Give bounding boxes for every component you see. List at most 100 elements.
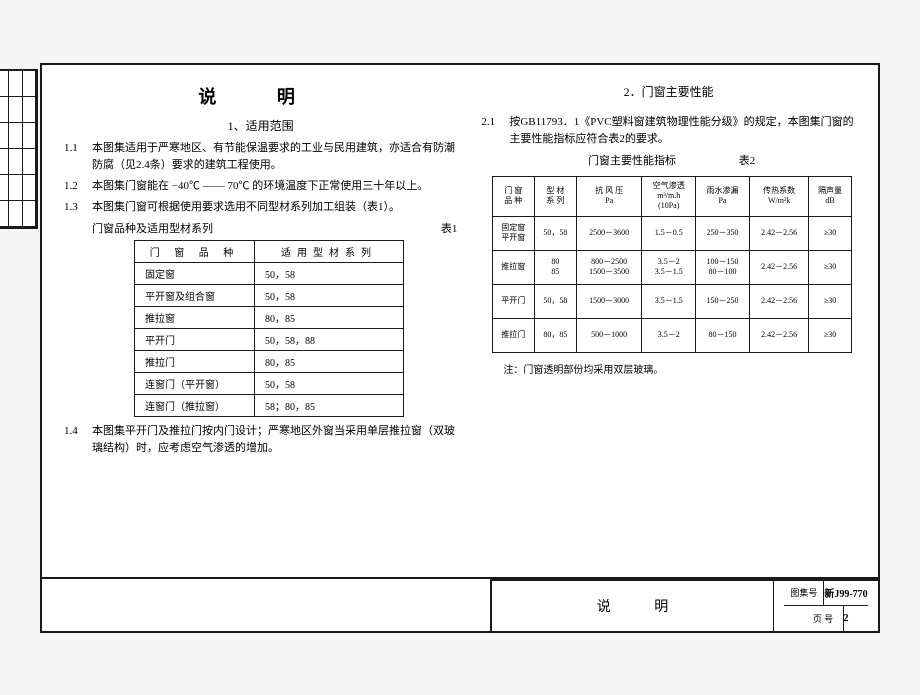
para-num: 1.1 [64,140,92,174]
table-cell: 800－25001500－3500 [576,250,641,284]
table2-note: 注：门窗透明部份均采用双层玻璃。 [503,361,856,376]
table-row: 推拉门80，85500－10003.5－280－1502.42－2.56≥30 [492,318,851,352]
table-row: 平开窗及组合窗50，58 [135,284,404,306]
table-cell: 500－1000 [576,318,641,352]
title-block-name: 说 明 [492,581,774,631]
table-cell: 3.5－1.5 [642,284,696,318]
table-cell: 固定窗平开窗 [492,216,534,250]
table-row: 平开门50，58，88 [135,328,404,350]
table2-wrap: 门窗主要性能指标 表2 门 窗品 种型 材系 列抗 风 压Pa空气渗透m³/m.… [487,152,856,376]
table-1: 门 窗 品 种 适用型材系列 固定窗50，58平开窗及组合窗50，58推拉窗80… [134,240,404,417]
table-cell: 1.5－0.5 [642,216,696,250]
para-1-3: 1.3 本图集门窗可根据使用要求选用不同型材系列加工组装（表1）。 [64,199,457,216]
table-cell: 推拉窗 [135,306,255,328]
table-cell: 80，85 [534,318,576,352]
table-cell: 50，58 [255,262,404,284]
table2-caption-left: 门窗主要性能指标 [588,155,676,167]
section-1-title: 1、适用范围 [64,117,457,134]
para-text: 本图集适用于严寒地区、有节能保温要求的工业与民用建筑，亦适合有防潮防腐（见2.4… [92,140,457,174]
table-cell: 2500－3600 [576,216,641,250]
t1-h2: 适用型材系列 [255,240,404,262]
para-num: 1.2 [64,178,92,195]
table-cell: 50，58 [255,284,404,306]
table-row: 固定窗平开窗50，582500－36001.5－0.5250－3502.42－2… [492,216,851,250]
table-header: 门 窗品 种 [492,176,534,216]
table-cell: 固定窗 [135,262,255,284]
left-column: 说 明 1、适用范围 1.1 本图集适用于严寒地区、有节能保温要求的工业与民用建… [64,83,457,567]
table1-caption-left: 门窗品种及适用型材系列 [92,220,213,236]
table-header: 抗 风 压Pa [576,176,641,216]
table-cell: 50，58，88 [255,328,404,350]
table-cell: 3.5－2 [642,318,696,352]
para-num: 1.3 [64,199,92,216]
table-cell: 100－15080－100 [696,250,750,284]
title-block: 说 明 图集号 新J99-770 页 号 2 [490,579,880,633]
table-cell: 2.42－2.56 [749,250,809,284]
table-cell: 80－150 [696,318,750,352]
table-cell: 2.42－2.56 [749,216,809,250]
page-value: 2 [844,606,849,631]
table-cell: 8085 [534,250,576,284]
table-cell: 连窗门（平开窗） [135,372,255,394]
t1-h1: 门 窗 品 种 [135,240,255,262]
table-cell: ≥30 [809,216,851,250]
table-cell: 平开门 [492,284,534,318]
page-title: 说 明 [64,83,457,109]
side-register-grid [0,69,38,229]
table1-caption: 门窗品种及适用型材系列 表1 [92,220,457,236]
para-text: 本图集门窗可根据使用要求选用不同型材系列加工组装（表1）。 [92,199,457,216]
table-cell: 连窗门（推拉窗） [135,394,255,416]
table-cell: 推拉门 [135,350,255,372]
table-row: 推拉窗80，85 [135,306,404,328]
table-cell: ≥30 [809,250,851,284]
table-cell: 50，58 [534,216,576,250]
table-cell: 平开窗及组合窗 [135,284,255,306]
table-cell: 50，58 [534,284,576,318]
table-cell: 平开门 [135,328,255,350]
right-column: 2．门窗主要性能 2.1 按GB11793．1《PVC塑料窗建筑物理性能分级》的… [481,83,856,567]
table2-caption: 门窗主要性能指标 表2 [487,152,856,168]
title-block-set-row: 图集号 新J99-770 [784,581,867,607]
table-header: 型 材系 列 [534,176,576,216]
table-row: 平开门50，581500－30003.5－1.5150－2502.42－2.56… [492,284,851,318]
table-header: 雨水渗漏Pa [696,176,750,216]
para-1-1: 1.1 本图集适用于严寒地区、有节能保温要求的工业与民用建筑，亦适合有防潮防腐（… [64,140,457,174]
document-page: 说 明 1、适用范围 1.1 本图集适用于严寒地区、有节能保温要求的工业与民用建… [40,63,880,633]
section-2-title: 2．门窗主要性能 [481,83,856,100]
table-cell: 3.5－23.5－1.5 [642,250,696,284]
table-cell: 2.42－2.56 [749,318,809,352]
content-area: 说 明 1、适用范围 1.1 本图集适用于严寒地区、有节能保温要求的工业与民用建… [42,65,878,573]
table-cell: 58；80，85 [255,394,404,416]
table-cell: 50，58 [255,372,404,394]
table-cell: 1500－3000 [576,284,641,318]
table-cell: 150－250 [696,284,750,318]
set-value: 新J99-770 [824,581,867,606]
table2-caption-right: 表2 [739,155,756,167]
table-header: 传热系数W/m²k [749,176,809,216]
table-header: 隔声量dB [809,176,851,216]
table-cell: 80，85 [255,350,404,372]
table-row: 推拉门80，85 [135,350,404,372]
para-1-4: 1.4 本图集平开门及推拉门按内门设计；严寒地区外窗当采用单层推拉窗（双玻璃结构… [64,423,457,457]
para-text: 本图集平开门及推拉门按内门设计；严寒地区外窗当采用单层推拉窗（双玻璃结构）时，应… [92,423,457,457]
table-cell: 250－350 [696,216,750,250]
table-cell: 2.42－2.56 [749,284,809,318]
table-row: 固定窗50，58 [135,262,404,284]
table-cell: 80，85 [255,306,404,328]
title-block-page-row: 页 号 2 [804,606,849,631]
table-cell: ≥30 [809,284,851,318]
table-cell: 推拉窗 [492,250,534,284]
table-cell: 推拉门 [492,318,534,352]
set-label: 图集号 [784,581,824,606]
para-2-1: 2.1 按GB11793．1《PVC塑料窗建筑物理性能分级》的规定，本图集门窗的… [481,114,856,148]
table-header: 空气渗透m³/m.h(10Pa) [642,176,696,216]
para-text: 本图集门窗能在 −40℃ —— 70℃ 的环境温度下正常使用三十年以上。 [92,178,457,195]
para-num: 1.4 [64,423,92,457]
page-label: 页 号 [804,606,844,631]
para-1-2: 1.2 本图集门窗能在 −40℃ —— 70℃ 的环境温度下正常使用三十年以上。 [64,178,457,195]
table1-caption-right: 表1 [441,220,458,236]
table-row: 连窗门（推拉窗）58；80，85 [135,394,404,416]
table-2: 门 窗品 种型 材系 列抗 风 压Pa空气渗透m³/m.h(10Pa)雨水渗漏P… [492,176,852,353]
para-text: 按GB11793．1《PVC塑料窗建筑物理性能分级》的规定，本图集门窗的主要性能… [509,114,856,148]
table-row: 连窗门（平开窗）50，58 [135,372,404,394]
